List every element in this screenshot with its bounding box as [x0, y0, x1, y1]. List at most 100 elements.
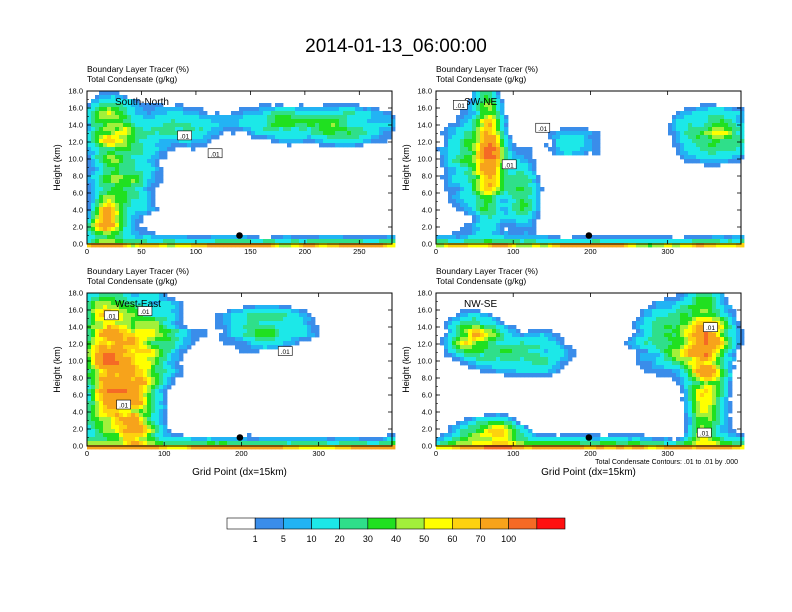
field-cell	[183, 111, 188, 116]
field-cell	[155, 127, 160, 132]
field-cell	[299, 309, 304, 314]
field-cell	[227, 115, 232, 120]
field-cell	[488, 119, 493, 124]
field-cell	[91, 321, 96, 326]
field-cell	[279, 441, 284, 446]
field-cell	[155, 313, 160, 318]
field-cell	[135, 195, 140, 200]
field-cell	[215, 127, 220, 132]
field-cell	[516, 187, 521, 192]
field-cell	[359, 445, 364, 450]
field-cell	[355, 441, 360, 446]
field-cell	[199, 333, 204, 338]
field-cell	[460, 357, 465, 362]
field-cell	[159, 127, 164, 132]
field-cell	[672, 349, 677, 354]
field-cell	[103, 123, 108, 128]
field-cell	[468, 239, 473, 244]
field-cell	[508, 345, 513, 350]
field-cell	[700, 393, 705, 398]
field-cell	[632, 337, 637, 342]
field-cell	[139, 227, 144, 232]
field-cell	[500, 179, 505, 184]
field-cell	[436, 147, 441, 152]
field-cell	[291, 325, 296, 330]
field-cell	[452, 195, 457, 200]
field-cell	[720, 111, 725, 116]
field-cell	[187, 123, 192, 128]
field-cell	[247, 433, 252, 438]
field-cell	[195, 243, 200, 248]
field-cell	[91, 103, 96, 108]
field-cell	[299, 235, 304, 240]
field-cell	[111, 301, 116, 306]
y-tick-label: 8.0	[73, 172, 83, 181]
field-cell	[672, 135, 677, 140]
field-cell	[151, 393, 156, 398]
field-cell	[468, 103, 473, 108]
field-cell	[488, 183, 493, 188]
field-cell	[383, 239, 388, 244]
field-cell	[668, 127, 673, 132]
field-cell	[167, 433, 172, 438]
field-cell	[287, 341, 292, 346]
field-cell	[460, 119, 465, 124]
field-cell	[716, 135, 721, 140]
field-cell	[708, 127, 713, 132]
field-cell	[668, 305, 673, 310]
field-cell	[259, 333, 264, 338]
field-cell	[536, 345, 541, 350]
field-cell	[179, 309, 184, 314]
field-cell	[111, 293, 116, 298]
field-cell	[295, 445, 300, 450]
field-cell	[115, 191, 120, 196]
field-cell	[267, 345, 272, 350]
field-cell	[199, 235, 204, 240]
field-cell	[664, 313, 669, 318]
field-cell	[95, 401, 100, 406]
field-cell	[211, 131, 216, 136]
field-cell	[508, 199, 513, 204]
field-cell	[91, 163, 96, 168]
field-cell	[183, 127, 188, 132]
field-cell	[115, 167, 120, 172]
field-cell	[363, 437, 368, 442]
field-cell	[492, 203, 497, 208]
field-cell	[151, 147, 156, 152]
field-cell	[480, 317, 485, 322]
field-cell	[460, 115, 465, 120]
field-cell	[187, 119, 192, 124]
field-cell	[99, 167, 104, 172]
field-cell	[664, 361, 669, 366]
field-cell	[692, 381, 697, 386]
field-cell	[460, 127, 465, 132]
field-cell	[351, 235, 356, 240]
field-cell	[127, 147, 132, 152]
field-cell	[183, 243, 188, 248]
field-cell	[592, 131, 597, 136]
field-cell	[311, 325, 316, 330]
field-cell	[167, 135, 172, 140]
field-cell	[676, 361, 681, 366]
field-cell	[331, 437, 336, 442]
field-cell	[103, 203, 108, 208]
field-cell	[123, 231, 128, 236]
field-cell	[476, 143, 481, 148]
field-cell	[472, 95, 477, 100]
field-cell	[131, 175, 136, 180]
field-cell	[275, 333, 280, 338]
field-cell	[476, 171, 481, 176]
field-cell	[311, 235, 316, 240]
field-cell	[307, 107, 312, 112]
field-cell	[488, 107, 493, 112]
field-cell	[355, 127, 360, 132]
field-cell	[684, 131, 689, 136]
field-cell	[295, 441, 300, 446]
field-cell	[732, 313, 737, 318]
field-cell	[488, 171, 493, 176]
field-cell	[103, 369, 108, 374]
field-cell	[492, 239, 497, 244]
field-cell	[171, 441, 176, 446]
field-cell	[115, 183, 120, 188]
field-cell	[728, 325, 733, 330]
